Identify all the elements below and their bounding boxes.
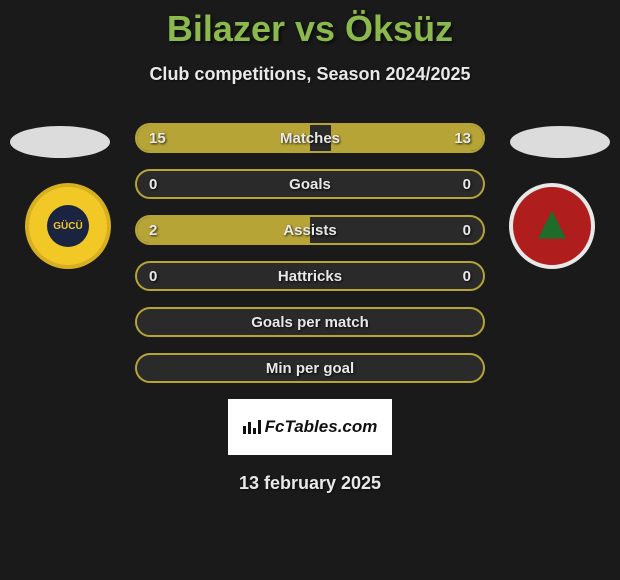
club-badge-right (502, 183, 602, 269)
stat-row: 0 Goals 0 (135, 169, 485, 199)
stat-label: Matches (137, 125, 483, 151)
stat-bars: 15 Matches 13 0 Goals 0 2 Assists 0 0 Ha… (135, 123, 485, 383)
chart-icon (243, 420, 261, 434)
stat-row: 2 Assists 0 (135, 215, 485, 245)
stat-label: Goals (137, 171, 483, 197)
comparison-panel: GÜCÜ 15 Matches 13 0 Goals 0 2 Assists 0 (0, 123, 620, 494)
stat-value-right: 0 (463, 171, 471, 197)
stat-value-right: 0 (463, 217, 471, 243)
page-subtitle: Club competitions, Season 2024/2025 (0, 64, 620, 85)
stat-label: Hattricks (137, 263, 483, 289)
brand-box[interactable]: FcTables.com (228, 399, 392, 455)
stat-label: Goals per match (137, 309, 483, 335)
brand-label: FcTables.com (265, 417, 378, 437)
club-logo-icon: GÜCÜ (25, 183, 111, 269)
stat-label: Min per goal (137, 355, 483, 381)
player-left-photo-placeholder (10, 126, 110, 158)
stat-row: 0 Hattricks 0 (135, 261, 485, 291)
stat-row: Goals per match (135, 307, 485, 337)
stat-row: Min per goal (135, 353, 485, 383)
stat-value-right: 13 (454, 125, 471, 151)
player-right-photo-placeholder (510, 126, 610, 158)
club-badge-left: GÜCÜ (18, 183, 118, 269)
stat-value-right: 0 (463, 263, 471, 289)
stat-label: Assists (137, 217, 483, 243)
club-logo-icon (509, 183, 595, 269)
stat-row: 15 Matches 13 (135, 123, 485, 153)
page-title: Bilazer vs Öksüz (0, 0, 620, 50)
footer-date: 13 february 2025 (0, 473, 620, 494)
